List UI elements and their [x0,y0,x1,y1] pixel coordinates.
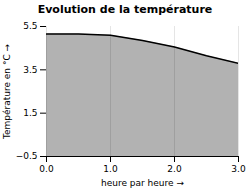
svg-text:1.5: 1.5 [23,108,37,118]
svg-text:2.0: 2.0 [167,164,182,174]
svg-text:3.0: 3.0 [231,164,246,174]
svg-text:Température en °C →: Température en °C → [2,43,12,140]
svg-text:heure par heure →: heure par heure → [101,178,184,188]
svg-text:5.5: 5.5 [23,21,37,31]
svg-text:0.0: 0.0 [39,164,54,174]
svg-text:3.5: 3.5 [23,65,37,75]
svg-text:−0.5: −0.5 [16,151,38,161]
html-text:Evolution de la température: Evolution de la température [37,3,213,16]
svg-text:1.0: 1.0 [103,164,118,174]
